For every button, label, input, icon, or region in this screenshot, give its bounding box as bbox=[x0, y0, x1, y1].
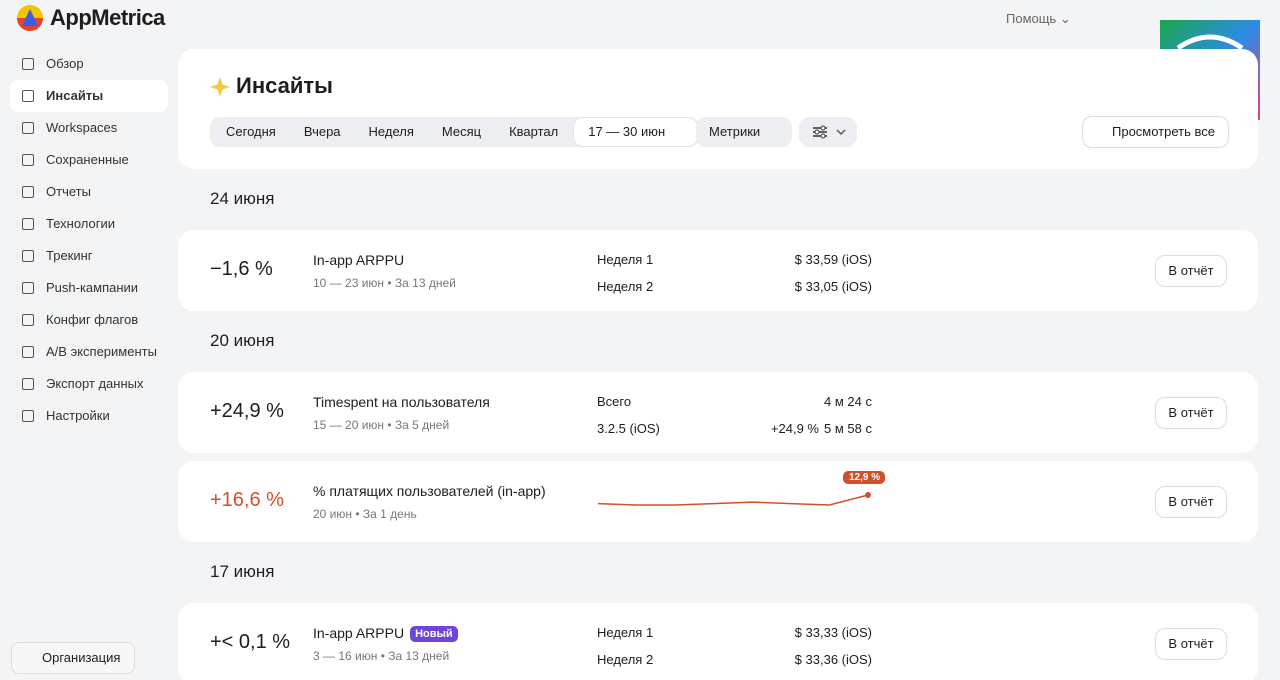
value-badge: 12,9 % bbox=[843, 471, 886, 484]
report-button[interactable]: В отчёт bbox=[1155, 628, 1227, 660]
view-all-button[interactable]: Просмотреть все bbox=[1082, 116, 1229, 148]
row-value: $ 33,36 (iOS) bbox=[794, 652, 872, 667]
row-label: Неделя 1 bbox=[597, 625, 654, 640]
org-button[interactable]: Организация bbox=[11, 642, 136, 674]
row-label: Неделя 1 bbox=[597, 252, 654, 267]
metric-label: In-app ARPPU bbox=[313, 252, 405, 268]
help-menu[interactable]: Помощь ⌄ bbox=[1006, 11, 1071, 26]
row-value: $ 33,59 (iOS) bbox=[794, 252, 872, 267]
nav-item[interactable]: Workspaces bbox=[10, 112, 168, 144]
brand: AppMetrica bbox=[50, 5, 165, 30]
change-value: +< 0,1 % bbox=[210, 631, 291, 653]
insight-card: −1,6 % In-app ARPPU 10 — 23 июн • За 13 дн… bbox=[178, 230, 1258, 311]
period: 20 июн • За 1 день bbox=[313, 507, 417, 521]
nav-item[interactable]: Обзор bbox=[10, 48, 168, 80]
settings-icon bbox=[813, 125, 846, 139]
new-badge: Новый bbox=[410, 626, 458, 642]
nav-item[interactable]: Конфиг флагов bbox=[10, 304, 168, 336]
header-card bbox=[178, 49, 1258, 169]
period-option[interactable]: Вчера bbox=[303, 124, 341, 139]
insight-card: +24,9 % Timespent на пользователя 15 — 20 … bbox=[178, 372, 1258, 453]
sparkline-path bbox=[597, 494, 869, 506]
row-value: $ 33,05 (iOS) bbox=[794, 279, 872, 294]
row-label: Неделя 2 bbox=[597, 652, 654, 667]
period-option[interactable]: Неделя bbox=[368, 124, 414, 139]
row-label: Всего bbox=[597, 394, 632, 409]
period: 10 — 23 июн • За 13 дней bbox=[313, 276, 456, 290]
report-button[interactable]: В отчёт bbox=[1155, 397, 1227, 429]
nav-item[interactable]: Технологии bbox=[10, 208, 168, 240]
logo bbox=[17, 5, 43, 31]
nav-item[interactable]: Экспорт данных bbox=[10, 368, 168, 400]
sidebar: Обзор Инсайты Workspaces Сохраненные Отчеты Т… bbox=[10, 48, 168, 432]
sparkline bbox=[597, 492, 871, 506]
last-point bbox=[865, 492, 871, 498]
period-option[interactable]: Сегодня bbox=[226, 124, 276, 139]
nav-item[interactable]: A/B эксперименты bbox=[10, 336, 168, 368]
period-option[interactable]: Месяц bbox=[441, 124, 482, 139]
insight-card: +< 0,1 % In-app ARPPU Новый 3 — 16 июн • За… bbox=[178, 603, 1258, 680]
nav-item[interactable]: Настройки bbox=[10, 400, 168, 432]
row-label: 3.2.5 (iOS) bbox=[597, 421, 660, 436]
group-date: 24 июня bbox=[210, 189, 275, 208]
metric-label: Timespent на пользователя bbox=[313, 394, 490, 410]
metric-name: In-app ARPPU bbox=[313, 252, 404, 268]
metric-label: In-app ARPPU bbox=[313, 625, 405, 641]
period-filter: Сегодня Вчера Неделя Месяц Квартал 17 — 30 ию… bbox=[210, 117, 700, 147]
group-date: 17 июня bbox=[210, 562, 275, 581]
settings-button[interactable] bbox=[799, 117, 857, 147]
metric-name: Timespent на пользователя bbox=[313, 394, 490, 410]
insight-card: +16,6 % % платящих пользователей (in-app)… bbox=[178, 461, 1258, 542]
nav-item[interactable]: Сохраненные bbox=[10, 144, 168, 176]
nav-item[interactable]: Инсайты bbox=[10, 80, 168, 112]
change-value: −1,6 % bbox=[210, 258, 273, 280]
metric-label: % платящих пользователей (in-app) bbox=[313, 483, 546, 499]
nav-item[interactable]: Трекинг bbox=[10, 240, 168, 272]
nav-item[interactable]: Отчеты bbox=[10, 176, 168, 208]
row-value: 5 м 58 с bbox=[824, 421, 872, 436]
help-label: Помощь bbox=[1006, 11, 1057, 26]
report-button[interactable]: В отчёт bbox=[1155, 486, 1227, 518]
nav-item[interactable]: Push-кампании bbox=[10, 272, 168, 304]
sparkle-icon bbox=[210, 77, 230, 97]
period: 3 — 16 июн • За 13 дней bbox=[313, 649, 450, 663]
row-label: Неделя 2 bbox=[597, 279, 654, 294]
period-option[interactable]: Квартал bbox=[509, 124, 559, 139]
metric-name: In-app ARPPU Новый bbox=[313, 625, 458, 642]
change-value: +16,6 % bbox=[210, 489, 284, 511]
row-delta: +24,9 % bbox=[770, 421, 819, 436]
row-value: $ 33,33 (iOS) bbox=[794, 625, 872, 640]
row-value: 4 м 24 с bbox=[824, 394, 872, 409]
page-title: Инсайты bbox=[236, 73, 333, 98]
group-date: 20 июня bbox=[210, 331, 275, 350]
change-value: +24,9 % bbox=[210, 400, 284, 422]
period: 15 — 20 июн • За 5 дней bbox=[313, 418, 450, 432]
metric-name: % платящих пользователей (in-app) bbox=[313, 483, 546, 499]
report-button[interactable]: В отчёт bbox=[1155, 255, 1227, 287]
metrics-dropdown[interactable]: Метрики bbox=[696, 117, 793, 147]
date-range[interactable]: 17 — 30 июн bbox=[574, 118, 698, 146]
